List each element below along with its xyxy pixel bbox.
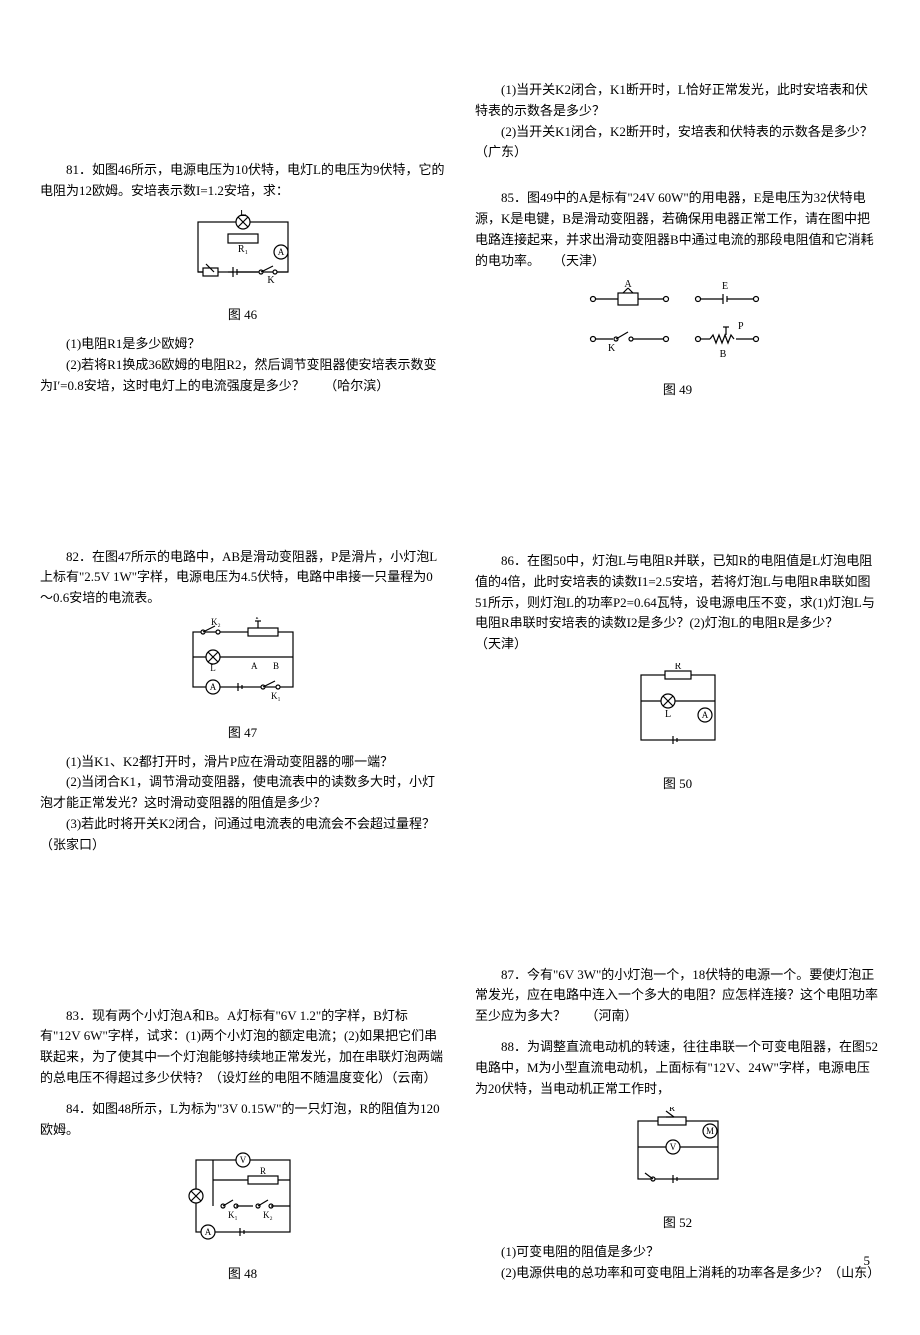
svg-text:A: A xyxy=(204,1227,211,1237)
problem-85: 85．图49中的A是标有"24V 60W"的用电器，E是电压为32伏特电源，K是… xyxy=(475,188,880,401)
svg-text:K₂: K₂ xyxy=(211,617,221,627)
p86-text: 86．在图50中，灯泡L与电阻R并联，已知R的电阻值是L灯泡电阻值的4倍，此时安… xyxy=(475,551,880,655)
svg-text:R: R xyxy=(668,1107,674,1113)
figure-48: V R K₁ K₂ A xyxy=(40,1148,445,1285)
svg-text:P: P xyxy=(255,617,260,621)
svg-text:R₁: R₁ xyxy=(237,244,247,255)
fig49-label: 图 49 xyxy=(475,380,880,401)
problem-88: 88．为调整直流电动机的转速，往往串联一个可变电阻器，在图52电路中，M为小型直… xyxy=(475,1037,880,1284)
svg-text:R: R xyxy=(674,663,681,672)
svg-text:K: K xyxy=(267,275,275,286)
p85-text: 85．图49中的A是标有"24V 60W"的用电器，E是电压为32伏特电源，K是… xyxy=(475,188,880,271)
fig46-label: 图 46 xyxy=(40,305,445,326)
p82-q1: (1)当K1、K2都打开时，滑片P应在滑动变阻器的哪一端？ xyxy=(40,752,445,773)
p81-text: 81．如图46所示，电源电压为10伏特，电灯L的电压为9伏特，它的电阻为12欧姆… xyxy=(40,160,445,202)
right-column: (1)当开关K2闭合，K1断开时，L恰好正常发光，此时安培表和伏特表的示数各是多… xyxy=(475,80,880,1295)
figure-52: R M V 图 52 xyxy=(475,1107,880,1234)
p88-q1: (1)可变电阻的阻值是多少？ xyxy=(475,1242,880,1263)
p81-q1: (1)电阻R1是多少欧姆？ xyxy=(40,334,445,355)
svg-text:E: E xyxy=(721,281,727,292)
p82-q3: (3)若此时将开关K2闭合，问通过电流表的电流会不会超过量程？ （张家口） xyxy=(40,814,445,856)
p82-q2: (2)当闭合K1，调节滑动变阻器，使电流表中的读数多大时，小灯泡才能正常发光？这… xyxy=(40,772,445,814)
p81-q2: (2)若将R1换成36欧姆的电阻R2，然后调节变阻器使安培表示数变为I′=0.8… xyxy=(40,355,445,397)
figure-46: L R₁ A K xyxy=(40,210,445,327)
page-content: 81．如图46所示，电源电压为10伏特，电灯L的电压为9伏特，它的电阻为12欧姆… xyxy=(0,0,920,1335)
svg-text:L: L xyxy=(210,663,216,673)
fig50-label: 图 50 xyxy=(475,774,880,795)
svg-text:P: P xyxy=(738,321,744,332)
problem-81: 81．如图46所示，电源电压为10伏特，电灯L的电压为9伏特，它的电阻为12欧姆… xyxy=(40,160,445,397)
problem-84-cont: (1)当开关K2闭合，K1断开时，L恰好正常发光，此时安培表和伏特表的示数各是多… xyxy=(475,80,880,163)
p87-text: 87．今有"6V 3W"的小灯泡一个，18伏特的电源一个。要使灯泡正常发光，应在… xyxy=(475,965,880,1027)
svg-text:K₁: K₁ xyxy=(228,1210,238,1220)
figure-47: K₂ P L A B A K₁ xyxy=(40,617,445,744)
fig48-label: 图 48 xyxy=(40,1264,445,1285)
svg-text:A: A xyxy=(701,710,708,720)
left-column: 81．如图46所示，电源电压为10伏特，电灯L的电压为9伏特，它的电阻为12欧姆… xyxy=(40,80,445,1295)
figure-49: A E K P B xyxy=(475,279,880,401)
svg-text:B: B xyxy=(273,661,279,671)
svg-text:A: A xyxy=(251,661,258,671)
p88-q2: (2)电源供电的总功率和可变电阻上消耗的功率各是多少？（山东） xyxy=(475,1263,880,1284)
svg-text:A: A xyxy=(277,247,284,257)
svg-text:V: V xyxy=(669,1142,676,1152)
svg-text:A: A xyxy=(624,279,632,290)
problem-83: 83．现有两个小灯泡A和B。A灯标有"6V 1.2"的字样，B灯标有"12V 6… xyxy=(40,1006,445,1089)
svg-text:L: L xyxy=(239,210,245,219)
p84-q1: (1)当开关K2闭合，K1断开时，L恰好正常发光，此时安培表和伏特表的示数各是多… xyxy=(475,80,880,122)
svg-text:L: L xyxy=(664,709,670,720)
fig47-label: 图 47 xyxy=(40,723,445,744)
fig52-label: 图 52 xyxy=(475,1213,880,1234)
svg-text:K: K xyxy=(608,343,616,354)
svg-text:M: M xyxy=(705,1126,713,1136)
p84-q2: (2)当开关K1闭合，K2断开时，安培表和伏特表的示数各是多少？ （广东） xyxy=(475,122,880,164)
problem-87: 87．今有"6V 3W"的小灯泡一个，18伏特的电源一个。要使灯泡正常发光，应在… xyxy=(475,965,880,1027)
problem-86: 86．在图50中，灯泡L与电阻R并联，已知R的电阻值是L灯泡电阻值的4倍，此时安… xyxy=(475,551,880,795)
svg-text:K₂: K₂ xyxy=(263,1210,273,1220)
page-number: 5 xyxy=(864,1251,871,1272)
svg-text:A: A xyxy=(209,682,216,692)
svg-text:R: R xyxy=(259,1166,265,1176)
figure-50: R L A 图 50 xyxy=(475,663,880,795)
svg-text:V: V xyxy=(239,1155,246,1165)
p84-text: 84．如图48所示，L为标为"3V 0.15W"的一只灯泡，R的阻值为120欧姆… xyxy=(40,1099,445,1141)
svg-text:K₁: K₁ xyxy=(271,691,281,701)
p88-text: 88．为调整直流电动机的转速，往往串联一个可变电阻器，在图52电路中，M为小型直… xyxy=(475,1037,880,1099)
problem-82: 82．在图47所示的电路中，AB是滑动变阻器，P是滑片，小灯泡L上标有"2.5V… xyxy=(40,547,445,856)
p82-text: 82．在图47所示的电路中，AB是滑动变阻器，P是滑片，小灯泡L上标有"2.5V… xyxy=(40,547,445,609)
problem-84: 84．如图48所示，L为标为"3V 0.15W"的一只灯泡，R的阻值为120欧姆… xyxy=(40,1099,445,1285)
p83-text: 83．现有两个小灯泡A和B。A灯标有"6V 1.2"的字样，B灯标有"12V 6… xyxy=(40,1006,445,1089)
svg-text:B: B xyxy=(719,349,726,360)
